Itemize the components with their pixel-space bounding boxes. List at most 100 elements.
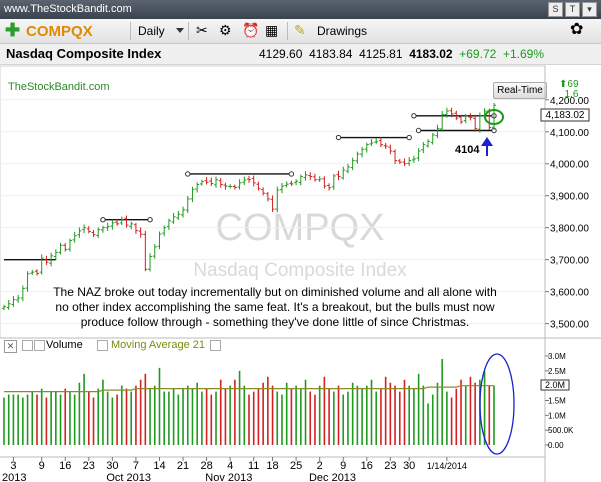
volume-bar (323, 376, 326, 445)
ma-legend-icon[interactable] (210, 340, 221, 351)
volume-legend-icon[interactable] (97, 340, 108, 351)
line-endpoint-dot (147, 216, 153, 223)
time-tick-label: 7 (133, 460, 139, 472)
volume-circle (479, 353, 515, 455)
t-button[interactable]: T (565, 2, 580, 17)
chevron-down-icon[interactable] (176, 28, 184, 33)
drawings-button[interactable]: Drawings (317, 24, 368, 38)
tools-icon[interactable]: ✂ (196, 22, 208, 38)
realtime-button[interactable]: Real-Time (493, 82, 547, 99)
social-s-button[interactable]: S (548, 2, 563, 17)
close-pane-icon[interactable]: ✕ (4, 340, 17, 353)
volume-bar (356, 385, 359, 445)
volume-bar (97, 388, 100, 445)
volume-bar (422, 385, 425, 445)
volume-bar (365, 385, 368, 445)
menu-button[interactable]: ▾ (582, 2, 597, 17)
volume-bar (205, 388, 208, 445)
volume-bar (262, 382, 264, 445)
volume-bar (427, 403, 429, 445)
palette-icon[interactable]: ✿ (570, 21, 584, 38)
volume-bar (26, 394, 29, 445)
volume-bar (290, 388, 293, 445)
volume-bar (446, 391, 448, 445)
low-value: 4125.81 (359, 47, 403, 61)
last-volume-label: 2.0M (545, 380, 565, 390)
time-tick-label: 30 (403, 460, 415, 472)
price-tick-label: 4,100.00 (550, 128, 589, 139)
symbol-input[interactable]: COMPQX (26, 23, 93, 40)
time-tick-label: 23 (384, 460, 396, 472)
time-tick-label: 11 (248, 460, 259, 472)
drawings-icon[interactable]: ✎ (294, 22, 306, 38)
volume-bar (413, 388, 415, 445)
volume-bar (493, 385, 495, 445)
price-tick-label: 4,000.00 (550, 160, 589, 171)
volume-bar (483, 370, 486, 445)
volume-bar (347, 391, 349, 445)
line-endpoint-dot (288, 171, 295, 177)
volume-bar (488, 385, 491, 445)
pane-settings-icon[interactable] (22, 340, 33, 351)
volume-bar (111, 397, 114, 445)
commentary-line-3: produce follow through - something they'… (81, 315, 470, 329)
volume-bar (196, 382, 198, 445)
price-tick-label: 4,200.00 (550, 96, 589, 107)
volume-bar (224, 388, 227, 445)
volume-bar (64, 388, 67, 445)
volume-bar (31, 391, 34, 445)
time-tick-label: 23 (83, 460, 95, 472)
month-label: Dec 2013 (309, 472, 356, 482)
volume-tick-label: 3.0M (548, 352, 566, 361)
volume-bar (328, 388, 330, 445)
price-tick-label: 3,500.00 (550, 320, 589, 331)
breakout-circle (484, 109, 504, 125)
time-tick-label: 4 (227, 460, 233, 472)
volume-bar (102, 379, 104, 445)
toolbar-divider (130, 22, 131, 40)
volume-bar (314, 394, 316, 445)
volume-bar (92, 397, 95, 445)
volume-bar (139, 379, 142, 445)
volume-bar (182, 388, 184, 445)
volume-tick-label: 1.0M (548, 411, 566, 420)
window-title-bar: www.TheStockBandit.com S T ▾ (0, 0, 601, 19)
volume-bar (168, 391, 170, 445)
volume-tick-label: 2.5M (548, 367, 566, 376)
volume-bar (361, 388, 363, 445)
volume-bar (380, 388, 382, 445)
volume-bar (36, 394, 38, 445)
volume-bar (375, 391, 378, 445)
volume-bar (464, 385, 467, 445)
time-tick-label: 9 (340, 460, 346, 472)
volume-bar (300, 388, 302, 445)
pane-visibility-icon[interactable] (34, 340, 45, 351)
add-symbol-icon[interactable]: ✚ (5, 20, 21, 40)
time-tick-label: 9 (39, 460, 45, 472)
volume-bar (469, 376, 472, 445)
price-tick-label: 3,700.00 (550, 256, 589, 267)
volume-bar (135, 385, 137, 445)
volume-bar (238, 370, 241, 445)
volume-bar (73, 394, 76, 445)
volume-bar (408, 385, 410, 445)
toolbar-divider (287, 22, 288, 40)
volume-bar (460, 379, 462, 445)
volume-bar (149, 388, 151, 445)
wrench-icon[interactable]: ⚙ (219, 22, 232, 38)
volume-bar (309, 391, 312, 445)
line-endpoint-dot (411, 113, 417, 119)
volume-bar (215, 391, 217, 445)
volume-pane-header: ✕ Volume Moving Average 21 (0, 339, 545, 353)
volume-bar (257, 388, 260, 445)
volume-bar (69, 391, 71, 445)
volume-bar (45, 397, 48, 445)
alarm-clock-icon[interactable]: ⏰ (242, 22, 260, 38)
volume-bar (210, 394, 213, 445)
background-name: Nasdaq Composite Index (193, 260, 407, 281)
calendar-icon[interactable]: ▦ (265, 22, 279, 38)
time-tick-label: 25 (290, 460, 302, 472)
volume-bar (474, 382, 476, 445)
period-select[interactable]: Daily (138, 24, 165, 38)
